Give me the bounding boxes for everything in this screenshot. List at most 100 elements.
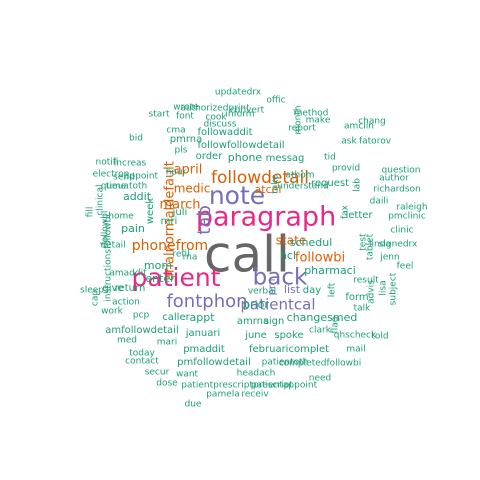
word-prn: prn <box>267 279 278 296</box>
word-contact: contact <box>125 357 159 367</box>
word-patientprescriptprescript: patientprescriptprescript <box>181 381 293 391</box>
word-return: return <box>115 283 146 294</box>
word-discuss: discuss <box>204 120 237 130</box>
word-give: give <box>102 283 123 294</box>
word-fill: fill <box>86 207 96 218</box>
word-mom: mom <box>144 259 172 272</box>
word-januari: januari <box>185 328 221 339</box>
word-pmaddit: pmaddit <box>183 344 225 355</box>
word-order: order <box>196 151 224 162</box>
word-week: week <box>145 198 156 224</box>
word-linda: linda <box>369 240 391 250</box>
word-subject: subject <box>389 272 399 305</box>
word-amclin: amclin <box>344 122 374 132</box>
word-cook: cook <box>205 113 227 123</box>
word-paragraph: paragraph <box>196 202 336 233</box>
word-fax: fax <box>341 204 351 219</box>
word-increas: increas <box>114 159 147 169</box>
word-list: list <box>284 283 301 296</box>
word-notifi: notifi <box>96 158 119 168</box>
word-work: work <box>101 307 124 317</box>
word-atcel: atcel <box>255 183 282 196</box>
word-chang: chang <box>358 117 386 127</box>
word-patientcal: patientcal <box>241 296 316 314</box>
word-take: take <box>271 174 281 194</box>
word-jenn: jenn <box>379 253 399 263</box>
word-need: need <box>309 374 332 384</box>
word-due: due <box>185 400 202 410</box>
word-addit: addit <box>123 190 152 203</box>
word-rna: rna <box>183 253 198 263</box>
word-schedul: schedul <box>290 236 333 249</box>
word-caller: caller <box>162 312 190 323</box>
word-amrna: amrna <box>237 316 269 327</box>
word-want: want <box>176 370 199 380</box>
word-tab: tab <box>194 205 215 235</box>
word-feel: feel <box>397 262 414 272</box>
word-clark: clark <box>309 326 332 336</box>
word-today: today <box>129 349 155 359</box>
word-qhscheck: qhscheck <box>334 331 377 341</box>
word-told: told <box>371 332 388 342</box>
word-tablet: tablet <box>366 233 376 260</box>
word-juli: juli <box>172 207 188 218</box>
word-june: june <box>244 330 267 341</box>
word-inform: inform <box>225 110 254 120</box>
word-enter: enter <box>145 272 175 285</box>
word-pain: pain <box>121 222 145 235</box>
word-cma: cma <box>166 126 185 136</box>
word-spoke: spoke <box>274 330 303 341</box>
word-make: make <box>306 116 331 126</box>
word-pmrna: pmrna <box>170 134 203 145</box>
word-offic: offic <box>266 96 285 106</box>
word-fontphon: fontphon <box>166 291 247 312</box>
word-followaddit: followaddit <box>197 127 252 138</box>
word-raleigh: raleigh <box>396 203 427 213</box>
word-author: author <box>379 174 409 184</box>
word-wrote: wrote <box>173 103 199 113</box>
word-detail: detail <box>100 241 125 251</box>
word-med: med <box>117 336 137 346</box>
word-mari: mari <box>157 338 177 348</box>
word-completedfollowbi: completedfollowbi <box>279 359 362 369</box>
word-method: method <box>294 109 329 119</box>
word-athom: athom <box>285 171 314 181</box>
word-patient: patient <box>132 263 221 292</box>
word-report: report <box>288 124 316 134</box>
word-followbi: followbi <box>295 251 345 266</box>
word-februaricomplet: februaricomplet <box>249 344 329 355</box>
word-day: day <box>303 285 321 296</box>
word-authorizedprint: authorizedprint <box>180 104 250 114</box>
word-time: time <box>106 182 127 192</box>
word-phone: phone <box>228 151 263 164</box>
word-dose: dose <box>156 379 178 389</box>
word-pmfollowdetail: pmfollowdetail <box>177 357 251 368</box>
word-hour: hour <box>166 168 187 178</box>
word-patientoth: patientoth <box>262 358 309 368</box>
word-home: home <box>108 212 134 222</box>
word-font: font <box>176 112 194 122</box>
word-pls: pls <box>175 146 188 156</box>
word-clinic: clinic <box>390 226 413 236</box>
word-april: april <box>174 163 203 178</box>
word-test: test <box>359 233 369 251</box>
word-phonefrom: phonefrom <box>132 238 208 254</box>
word-state: state <box>276 234 306 248</box>
word-appt: appt <box>189 311 215 324</box>
word-hcl: hcl <box>280 249 296 262</box>
word-amaddit: amaddit <box>109 269 147 279</box>
word-call: call <box>204 226 290 284</box>
word-action: action <box>112 298 140 308</box>
word-followbi: followbi <box>101 211 111 246</box>
word-clinical: clinical <box>96 184 106 215</box>
word-mri: mri <box>161 216 178 227</box>
word-electron: electron <box>93 170 130 180</box>
word-request: request <box>311 178 349 189</box>
word-pharmaci: pharmaci <box>304 264 356 277</box>
word-month: month <box>294 105 304 134</box>
word-verbal: verbal <box>248 287 276 297</box>
word-followfollowdetail: followfollowdetail <box>197 140 284 151</box>
word-signedrx: signedrx <box>379 240 418 250</box>
word-lisa: lisa <box>379 280 389 295</box>
